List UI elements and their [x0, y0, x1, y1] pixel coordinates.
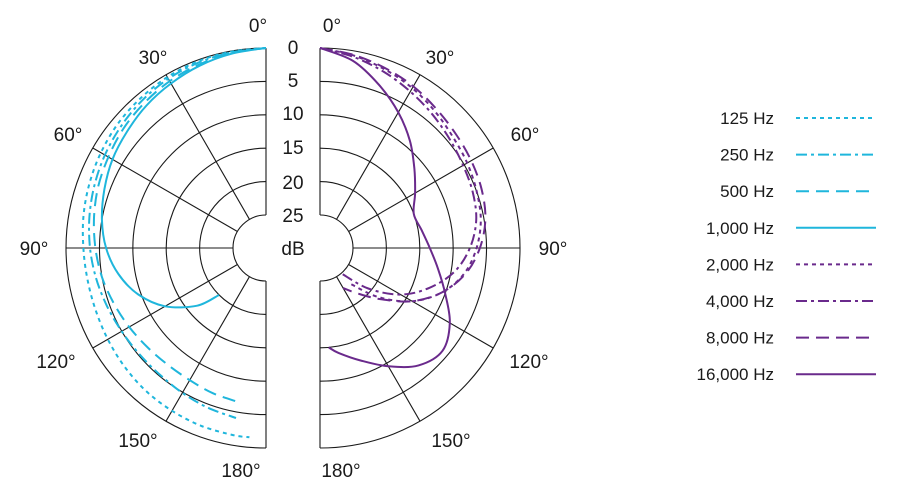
- angle-label: 60°: [54, 125, 83, 146]
- series-line-125hz: [81, 47, 267, 439]
- angle-labels: 0° 0° 30° 30° 60° 60° 90° 90° 120° 120° 150° 150° 18…: [20, 16, 568, 482]
- grid-spoke: [336, 74, 421, 220]
- angle-label: 30°: [139, 48, 168, 69]
- db-label: 5: [288, 71, 299, 92]
- grid-spoke: [348, 147, 494, 232]
- angle-label: 90°: [539, 239, 568, 260]
- legend-label: 1,000 Hz: [706, 219, 774, 238]
- grid-ring: [232, 214, 267, 282]
- angle-label: 120°: [509, 352, 548, 373]
- db-unit-label: dB: [281, 239, 304, 260]
- grid-ring: [319, 214, 354, 282]
- series-line-16000hz: [319, 47, 451, 369]
- db-scale-labels: 0 5 10 15 20 25 dB: [281, 38, 304, 260]
- legend-label: 125 Hz: [720, 109, 774, 128]
- db-label: 20: [282, 173, 303, 194]
- legend-label: 500 Hz: [720, 182, 774, 201]
- db-label: 15: [282, 138, 303, 159]
- grid-spoke: [165, 276, 250, 422]
- db-label: 10: [282, 104, 303, 125]
- polar-curves: [81, 47, 487, 439]
- legend-label: 16,000 Hz: [697, 365, 775, 384]
- series-line-500hz: [92, 47, 267, 404]
- left-half-grid: [65, 47, 267, 449]
- legend: 125 Hz 250 Hz 500 Hz 1,000 Hz 2,000 Hz 4,000 …: [697, 109, 876, 384]
- series-line-8000hz: [319, 47, 487, 303]
- angle-label: 150°: [431, 431, 470, 452]
- angle-label: 60°: [511, 125, 540, 146]
- grid-spoke: [348, 264, 494, 349]
- angle-label: 0°: [323, 16, 341, 37]
- right-half-grid: [319, 47, 521, 449]
- series-line-250hz: [88, 47, 267, 419]
- series-line-1000hz: [100, 47, 267, 309]
- angle-label: 120°: [36, 352, 75, 373]
- db-label: 25: [282, 206, 303, 227]
- legend-label: 2,000 Hz: [706, 255, 774, 274]
- angle-label: 90°: [20, 239, 49, 260]
- angle-label: 30°: [426, 48, 455, 69]
- angle-label: 180°: [321, 461, 360, 482]
- grid-spoke: [92, 147, 238, 232]
- legend-label: 8,000 Hz: [706, 329, 774, 348]
- angle-label: 150°: [118, 431, 157, 452]
- series-line-4000hz: [319, 47, 478, 296]
- legend-label: 250 Hz: [720, 146, 774, 165]
- db-label: 0: [288, 38, 299, 59]
- grid-spoke: [165, 74, 250, 220]
- legend-label: 4,000 Hz: [706, 292, 774, 311]
- angle-label: 180°: [221, 461, 260, 482]
- series-line-2000hz: [319, 47, 482, 303]
- angle-label: 0°: [249, 16, 267, 37]
- grid-spoke: [336, 276, 421, 422]
